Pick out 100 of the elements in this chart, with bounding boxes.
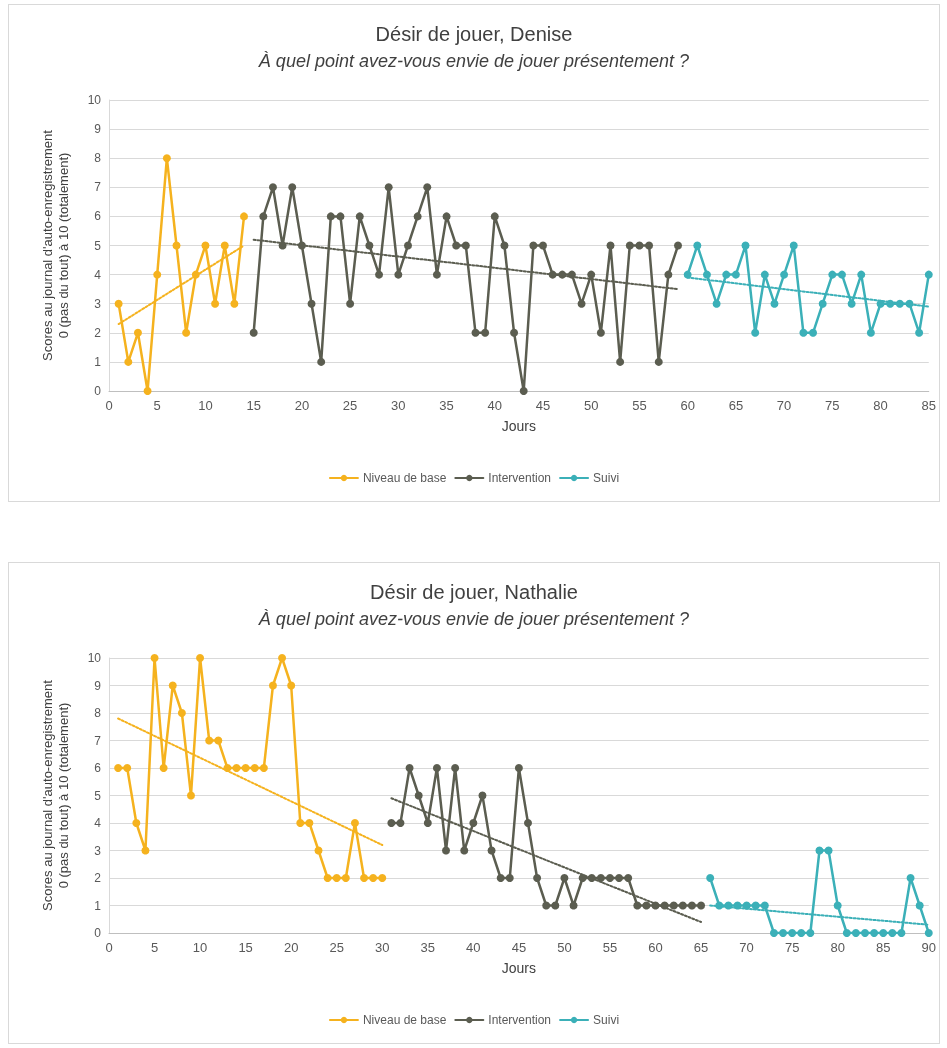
legend-label: Niveau de base bbox=[362, 471, 447, 485]
x-tick-label: 45 bbox=[535, 398, 551, 413]
x-tick-label: 35 bbox=[439, 398, 454, 413]
point bbox=[624, 874, 633, 882]
point bbox=[596, 874, 605, 882]
point bbox=[769, 929, 778, 937]
point bbox=[396, 819, 405, 827]
point bbox=[615, 874, 624, 882]
point bbox=[153, 270, 162, 279]
point bbox=[232, 764, 241, 772]
y-tick-label: 4 bbox=[94, 267, 102, 282]
point bbox=[132, 819, 141, 827]
point bbox=[558, 270, 567, 279]
point bbox=[567, 270, 576, 279]
point bbox=[876, 299, 885, 308]
x-tick-label: 30 bbox=[375, 940, 390, 955]
point bbox=[651, 901, 660, 910]
point bbox=[789, 241, 798, 250]
point bbox=[815, 846, 824, 855]
x-tick-label: 45 bbox=[511, 940, 527, 955]
point bbox=[578, 874, 587, 882]
point bbox=[182, 328, 191, 337]
point bbox=[733, 901, 742, 910]
point bbox=[788, 929, 797, 937]
point bbox=[168, 681, 177, 690]
point bbox=[678, 901, 687, 910]
point bbox=[323, 874, 332, 882]
legend-label: Intervention bbox=[488, 1013, 552, 1027]
x-tick-label: 10 bbox=[192, 940, 208, 955]
point bbox=[336, 212, 345, 221]
x-tick-label: 80 bbox=[830, 940, 845, 955]
point bbox=[297, 241, 306, 250]
point bbox=[305, 819, 314, 827]
y-tick-label: 1 bbox=[94, 898, 102, 913]
point bbox=[866, 328, 875, 337]
point bbox=[551, 901, 560, 910]
point bbox=[669, 901, 678, 910]
point bbox=[560, 874, 569, 882]
x-tick-label: 55 bbox=[632, 398, 647, 413]
point bbox=[687, 901, 696, 910]
legend-label: Niveau de base bbox=[362, 1013, 447, 1027]
point bbox=[828, 270, 837, 279]
y-tick-label: 2 bbox=[94, 325, 102, 340]
point bbox=[369, 874, 378, 882]
chart-subtitle: À quel point avez-vous envie de jouer présentement ? bbox=[257, 609, 690, 629]
point bbox=[924, 270, 933, 279]
x-tick-label: 60 bbox=[648, 940, 663, 955]
y-tick-label: 2 bbox=[94, 871, 102, 885]
point bbox=[287, 681, 296, 690]
point bbox=[481, 328, 490, 337]
y-tick-label: 5 bbox=[94, 788, 102, 803]
point bbox=[496, 874, 505, 882]
point bbox=[159, 764, 168, 772]
point bbox=[241, 764, 250, 772]
x-tick-label: 5 bbox=[153, 398, 161, 413]
x-tick-label: 5 bbox=[150, 940, 159, 955]
point bbox=[741, 241, 750, 250]
point bbox=[645, 241, 654, 250]
point bbox=[702, 270, 711, 279]
y-tick-label: 5 bbox=[94, 238, 102, 253]
point bbox=[851, 929, 860, 937]
point bbox=[124, 357, 133, 366]
point bbox=[712, 299, 721, 308]
y-tick-label: 10 bbox=[87, 93, 102, 107]
point bbox=[879, 929, 888, 937]
y-tick-label: 3 bbox=[94, 296, 102, 311]
point bbox=[731, 270, 740, 279]
point bbox=[596, 328, 605, 337]
x-tick-label: 85 bbox=[921, 398, 936, 413]
x-tick-label: 65 bbox=[728, 398, 744, 413]
y-tick-label: 0 bbox=[94, 926, 102, 940]
point bbox=[857, 270, 866, 279]
point bbox=[542, 901, 551, 910]
x-tick-label: 55 bbox=[602, 940, 618, 955]
y-tick-label: 8 bbox=[94, 706, 102, 720]
point bbox=[384, 183, 393, 192]
x-axis-title: Jours bbox=[501, 418, 536, 434]
point bbox=[505, 874, 514, 882]
point bbox=[259, 764, 268, 772]
point bbox=[539, 241, 547, 250]
point bbox=[724, 901, 733, 910]
point bbox=[332, 874, 341, 882]
point bbox=[674, 241, 683, 250]
point bbox=[150, 654, 159, 662]
point bbox=[211, 299, 220, 308]
point bbox=[697, 901, 706, 910]
point bbox=[606, 241, 615, 250]
point bbox=[423, 819, 432, 827]
x-tick-label: 70 bbox=[776, 398, 792, 413]
point bbox=[861, 929, 870, 937]
point bbox=[177, 709, 186, 717]
point bbox=[915, 901, 924, 910]
x-tick-label: 25 bbox=[329, 940, 344, 955]
point bbox=[664, 270, 673, 279]
point bbox=[886, 299, 895, 308]
point bbox=[378, 874, 387, 882]
point bbox=[414, 791, 423, 800]
y-tick-label: 8 bbox=[94, 151, 102, 166]
point bbox=[230, 299, 239, 308]
point bbox=[123, 764, 132, 772]
